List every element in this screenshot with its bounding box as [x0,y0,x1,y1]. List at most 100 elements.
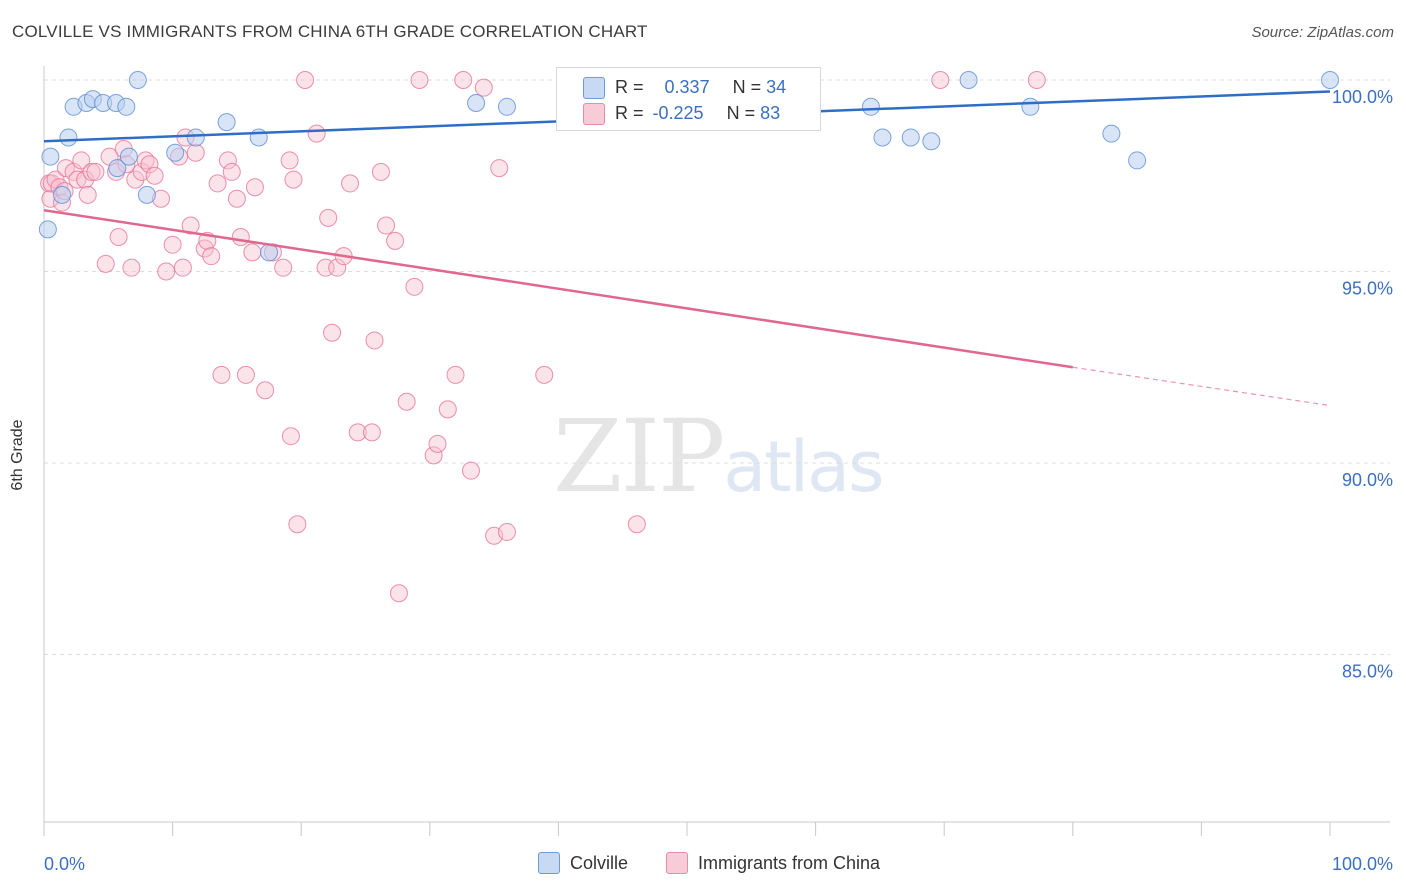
china-point [126,170,145,189]
stats-legend: R = 0.337 N = 34 R = -0.225 N = 83 [556,67,821,131]
china-point [288,515,307,534]
china-point [227,189,246,208]
china-point [296,71,315,89]
legend-r-value: 0.337 [664,77,710,97]
colville-point [497,97,516,116]
legend-label: Immigrants from China [698,852,881,873]
legend-item-china: Immigrants from China [666,852,880,874]
china-point [202,247,221,266]
china-trendline-extension [1072,366,1331,407]
legend-row-china: R = -0.225 N = 83 [615,103,780,124]
china-point [157,262,176,281]
china-point [389,584,408,603]
china-point [72,151,91,170]
colville-point [108,159,127,178]
china-point [405,277,424,296]
china-point [371,162,390,181]
china-point [78,185,97,204]
china-point [284,170,303,189]
colville-point [1021,97,1040,116]
legend-swatch-china [583,103,605,125]
china-point [386,231,405,250]
china-point [424,446,443,465]
china-point [140,155,159,174]
china-point [490,159,509,178]
china-point [218,151,237,170]
colville-point [128,71,147,89]
china-point [474,78,493,97]
china-point [397,392,416,411]
y-tick-label: 85.0% [1342,662,1393,682]
colville-point [901,128,920,147]
china-point [454,71,473,89]
colville-point [959,71,978,89]
china-trendline [43,208,1073,369]
china-point [341,174,360,193]
colville-point [1321,71,1339,89]
legend-n-label: N = [732,77,762,97]
china-point [1027,71,1046,89]
china-point [181,216,200,235]
colville-point [217,113,236,132]
legend-row-colville: R = 0.337 N = 34 [615,77,786,98]
china-point [86,162,105,181]
legend-n-value: 83 [760,103,781,123]
legend-item-colville: Colville [538,852,628,874]
china-point [68,170,87,189]
x-tick-label: 100.0% [1332,854,1393,874]
colville-point [873,128,892,147]
legend-n-value: 34 [766,77,787,97]
colville-point [53,185,72,204]
china-point [173,258,192,277]
colville-point [1128,151,1147,170]
china-point [438,400,457,419]
china-point [274,258,293,277]
china-point [186,143,205,162]
y-axis-label: 6th Grade [9,419,26,491]
chart-title: COLVILLE VS IMMIGRANTS FROM CHINA 6TH GR… [12,22,648,41]
legend-n-label: N = [726,103,756,123]
colville-point [59,128,78,147]
colville-point [1102,124,1121,143]
legend-swatch-colville [583,77,605,99]
china-point [931,71,950,89]
colville-point [38,220,57,239]
china-point [307,124,326,143]
china-point [280,151,299,170]
china-point [348,423,367,442]
colville-point [861,97,880,116]
watermark-zip: ZIP [553,398,725,515]
china-point [365,331,384,350]
china-point [256,381,275,400]
china-point [212,365,231,384]
china-point [461,461,480,480]
colville-point [117,97,136,116]
colville-point [119,147,138,166]
colville-point [137,185,156,204]
legend-r-label: R = [615,103,644,123]
china-point [319,208,338,227]
china-point [281,427,300,446]
colville-point [922,132,941,151]
china-point [446,365,465,384]
china-point [328,258,347,277]
colville-point [41,147,60,166]
y-tick-label: 90.0% [1342,470,1393,490]
china-point [231,228,250,247]
legend-r-label: R = [615,77,644,97]
china-point [163,235,182,254]
china-point [109,228,128,247]
china-point [497,522,516,541]
source-label: Source: ZipAtlas.com [1251,24,1394,41]
china-point [377,216,396,235]
china-point [208,174,227,193]
china-point [323,323,342,342]
china-point [145,166,164,185]
china-point [535,365,554,384]
china-point [236,365,255,384]
china-point [627,515,646,534]
china-point [243,243,262,262]
colville-point [166,143,185,162]
bottom-legend: Colville Immigrants from China [0,852,1406,876]
